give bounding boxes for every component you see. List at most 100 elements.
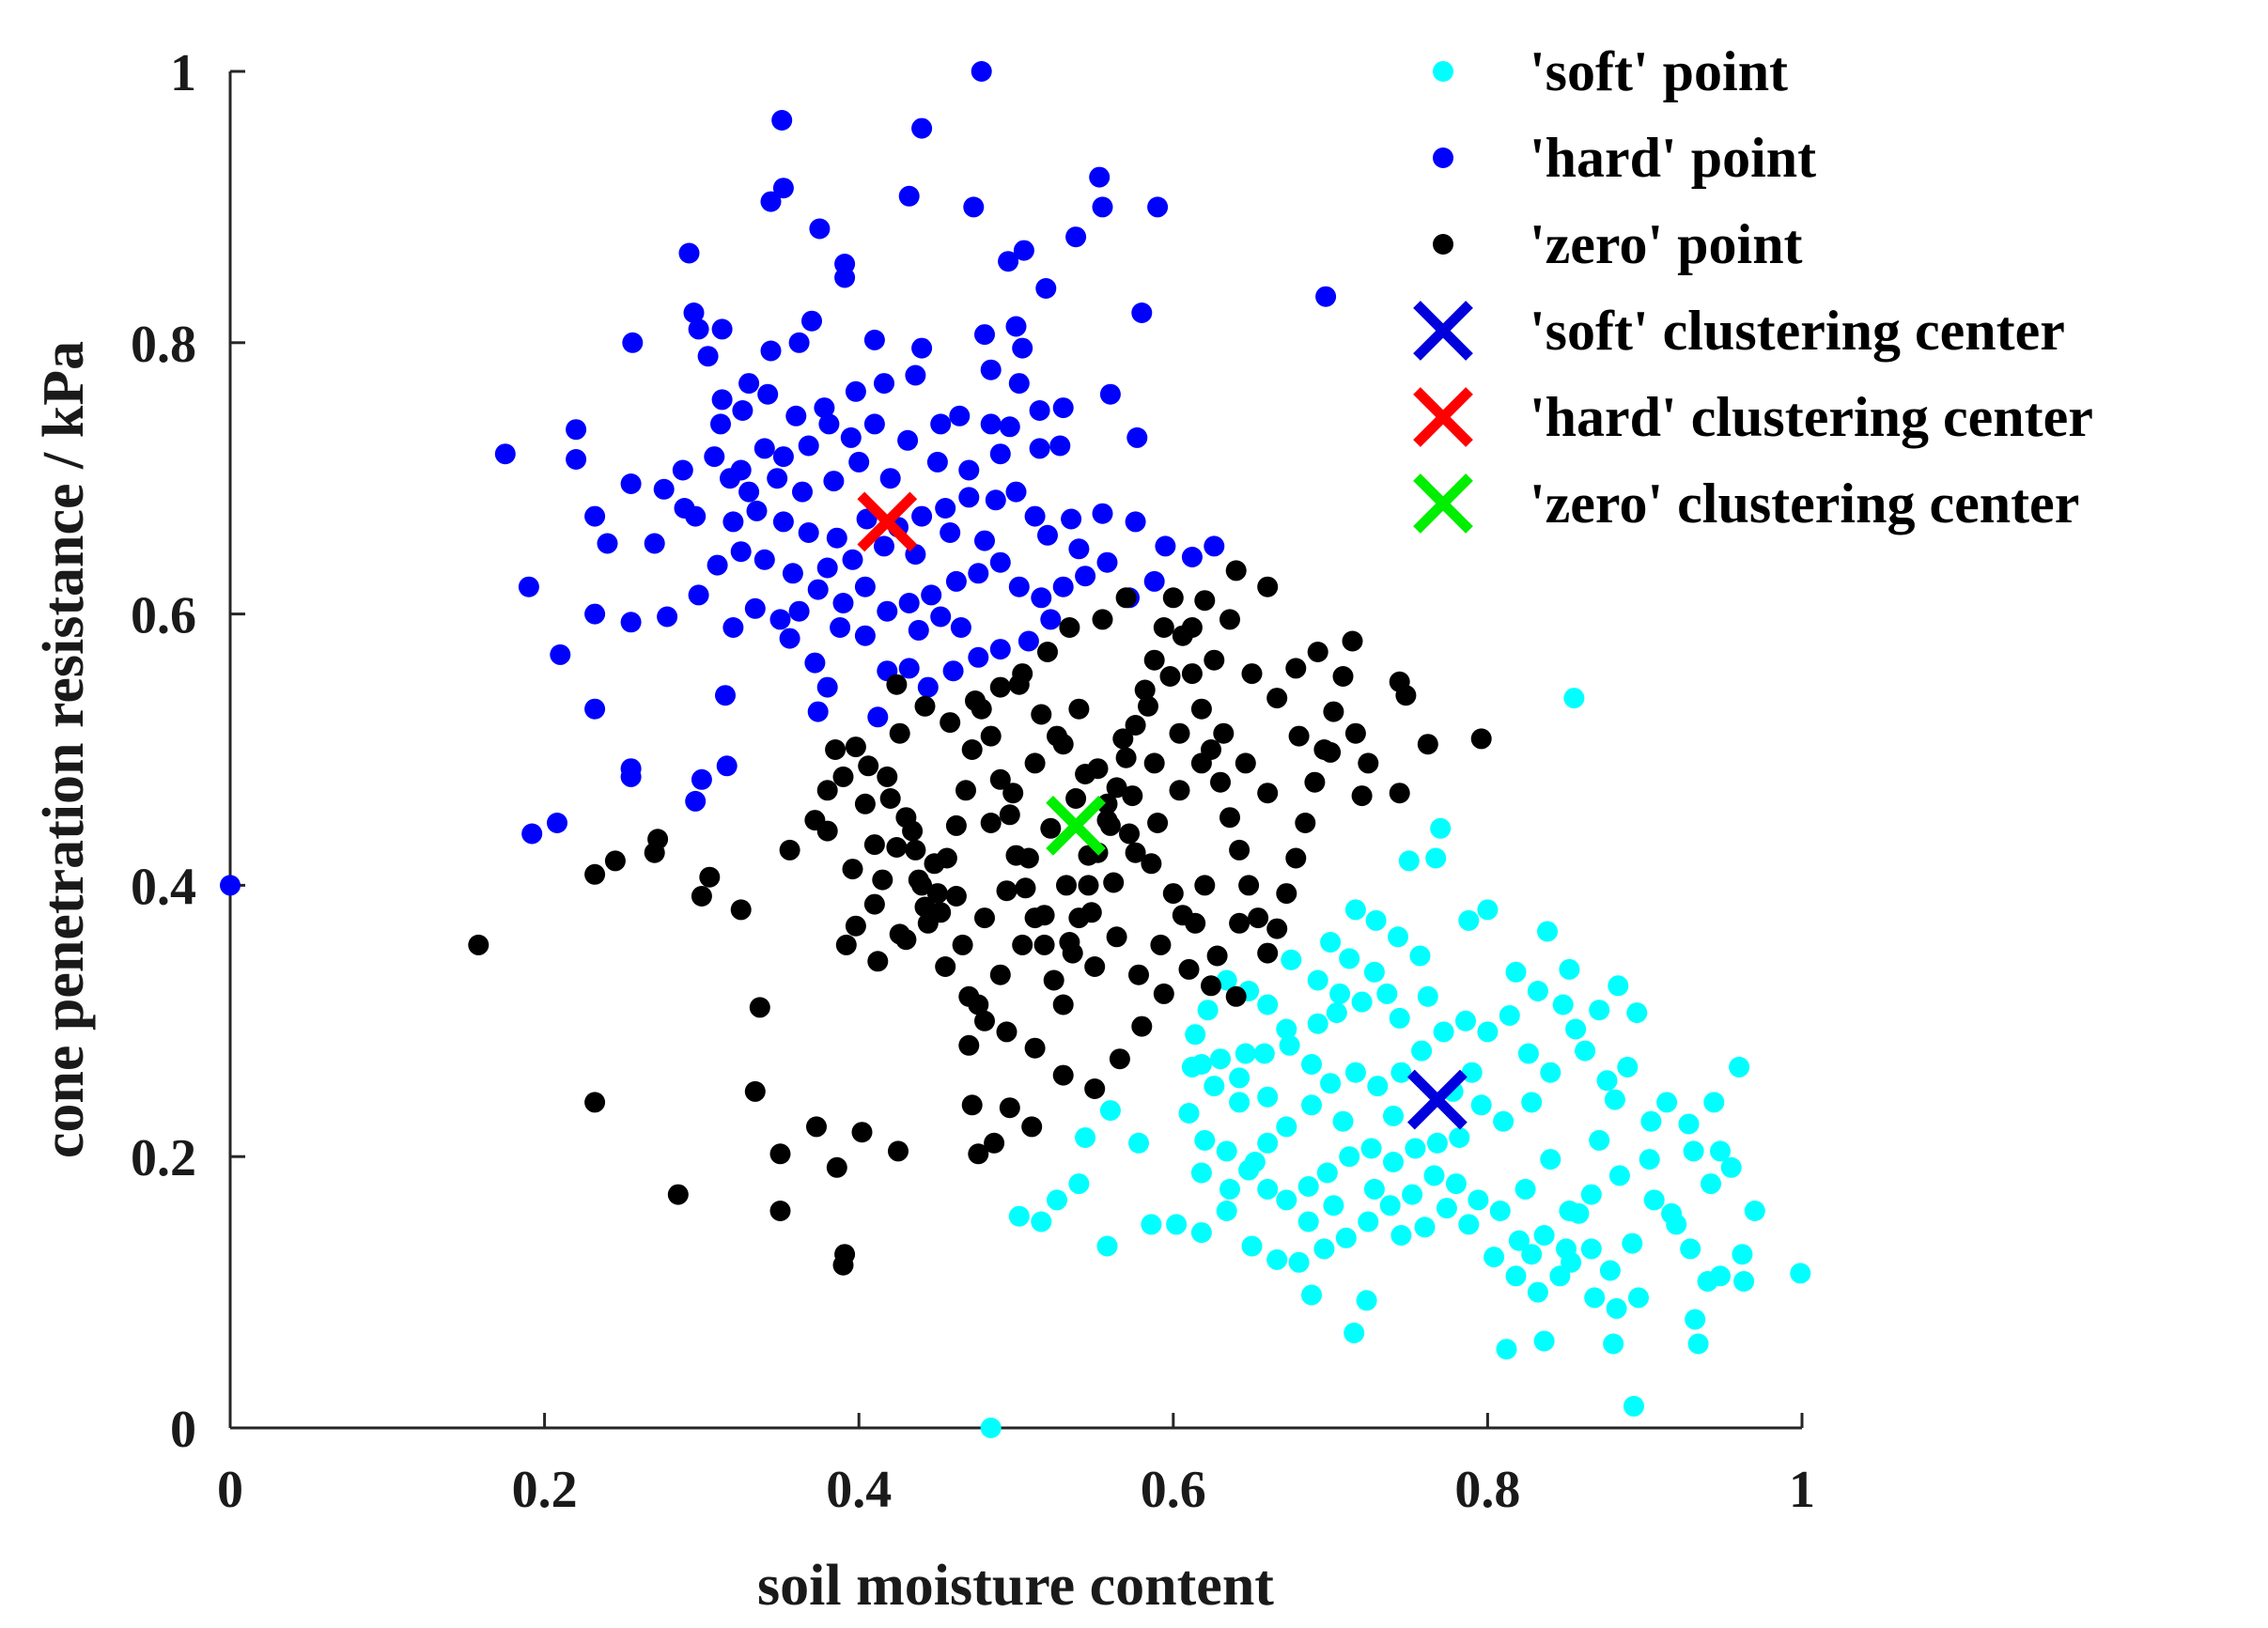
data-point xyxy=(1575,1040,1596,1062)
data-point xyxy=(1549,1265,1571,1287)
data-point xyxy=(1141,1214,1162,1235)
data-point xyxy=(1358,1211,1379,1233)
data-point xyxy=(980,813,1002,833)
data-point xyxy=(806,1116,827,1138)
data-point xyxy=(697,346,719,367)
data-point xyxy=(1356,1290,1377,1311)
data-point xyxy=(1414,1217,1436,1238)
data-point xyxy=(685,505,707,527)
data-point xyxy=(691,886,712,907)
data-point xyxy=(834,1244,856,1265)
data-point xyxy=(757,383,779,405)
data-point xyxy=(818,413,840,435)
data-point xyxy=(1096,793,1118,814)
data-point xyxy=(980,359,1002,380)
data-point xyxy=(1099,383,1121,405)
data-point xyxy=(1257,1132,1279,1154)
data-point xyxy=(1316,1162,1338,1184)
data-point xyxy=(644,533,665,554)
data-point xyxy=(1266,688,1288,709)
data-point xyxy=(1533,1330,1555,1352)
data-point xyxy=(1181,547,1203,567)
data-point xyxy=(1508,1230,1530,1251)
data-point xyxy=(872,869,893,891)
data-point xyxy=(940,522,961,543)
data-point xyxy=(1248,907,1269,929)
data-point xyxy=(845,380,866,402)
legend-x-marker xyxy=(1413,473,1473,534)
data-point xyxy=(1150,934,1172,955)
data-point xyxy=(722,511,744,533)
data-point xyxy=(917,676,939,698)
data-point xyxy=(1703,1092,1725,1113)
data-point xyxy=(566,419,587,441)
data-point xyxy=(1126,426,1148,448)
data-point xyxy=(620,612,642,633)
data-point xyxy=(1606,1297,1627,1319)
data-point xyxy=(1005,316,1027,337)
data-point xyxy=(711,389,733,411)
data-point xyxy=(1358,752,1379,774)
data-point xyxy=(874,535,894,557)
data-point xyxy=(1119,823,1140,845)
data-point xyxy=(926,451,948,473)
data-point xyxy=(1178,1103,1200,1124)
data-point xyxy=(1225,985,1247,1007)
data-point xyxy=(1012,337,1033,359)
legend-dot-marker xyxy=(1433,61,1453,82)
data-point xyxy=(704,446,725,468)
data-point xyxy=(926,883,948,905)
data-point xyxy=(1477,899,1499,921)
data-point xyxy=(1204,535,1225,557)
data-point xyxy=(1307,969,1328,991)
data-point xyxy=(792,481,813,503)
data-point xyxy=(1332,666,1354,687)
data-point xyxy=(832,593,854,613)
data-point xyxy=(1012,934,1033,955)
data-point xyxy=(908,619,929,641)
data-point xyxy=(1238,875,1260,896)
data-point xyxy=(1005,481,1027,503)
data-point xyxy=(889,923,910,945)
data-point xyxy=(898,658,920,679)
data-point xyxy=(1229,1067,1251,1089)
data-point xyxy=(1304,771,1326,793)
data-point xyxy=(1049,435,1071,457)
data-point xyxy=(1584,1287,1606,1309)
data-point xyxy=(785,405,807,426)
data-point xyxy=(1656,1092,1678,1113)
data-point xyxy=(1040,817,1062,839)
data-point xyxy=(1143,752,1165,774)
data-point xyxy=(720,468,740,489)
data-point xyxy=(807,579,829,600)
data-point xyxy=(1617,1056,1639,1078)
data-point xyxy=(782,563,803,584)
data-point xyxy=(1181,663,1203,685)
data-point xyxy=(678,242,700,264)
data-point xyxy=(1096,1235,1118,1257)
data-point xyxy=(1515,1178,1536,1200)
data-point xyxy=(996,1021,1017,1043)
data-point xyxy=(961,1094,983,1116)
data-point xyxy=(1219,807,1240,829)
data-point xyxy=(1225,560,1247,581)
data-point xyxy=(1257,783,1279,804)
data-point xyxy=(1680,1238,1701,1260)
data-point xyxy=(1458,1214,1480,1235)
data-point xyxy=(930,902,952,923)
data-point xyxy=(1733,1271,1755,1292)
data-point xyxy=(1521,1244,1543,1265)
x-axis-title: soil moisture content xyxy=(757,1554,1274,1618)
data-point xyxy=(1229,1092,1251,1113)
data-point xyxy=(863,834,885,856)
data-point xyxy=(985,489,1006,511)
data-point xyxy=(1344,899,1366,921)
data-point xyxy=(753,438,775,459)
data-point xyxy=(1720,1156,1742,1178)
data-point xyxy=(816,820,838,842)
data-point xyxy=(823,471,845,492)
data-point xyxy=(974,1010,995,1031)
data-point xyxy=(518,576,539,597)
axes xyxy=(228,71,1802,1430)
data-point xyxy=(835,934,857,955)
